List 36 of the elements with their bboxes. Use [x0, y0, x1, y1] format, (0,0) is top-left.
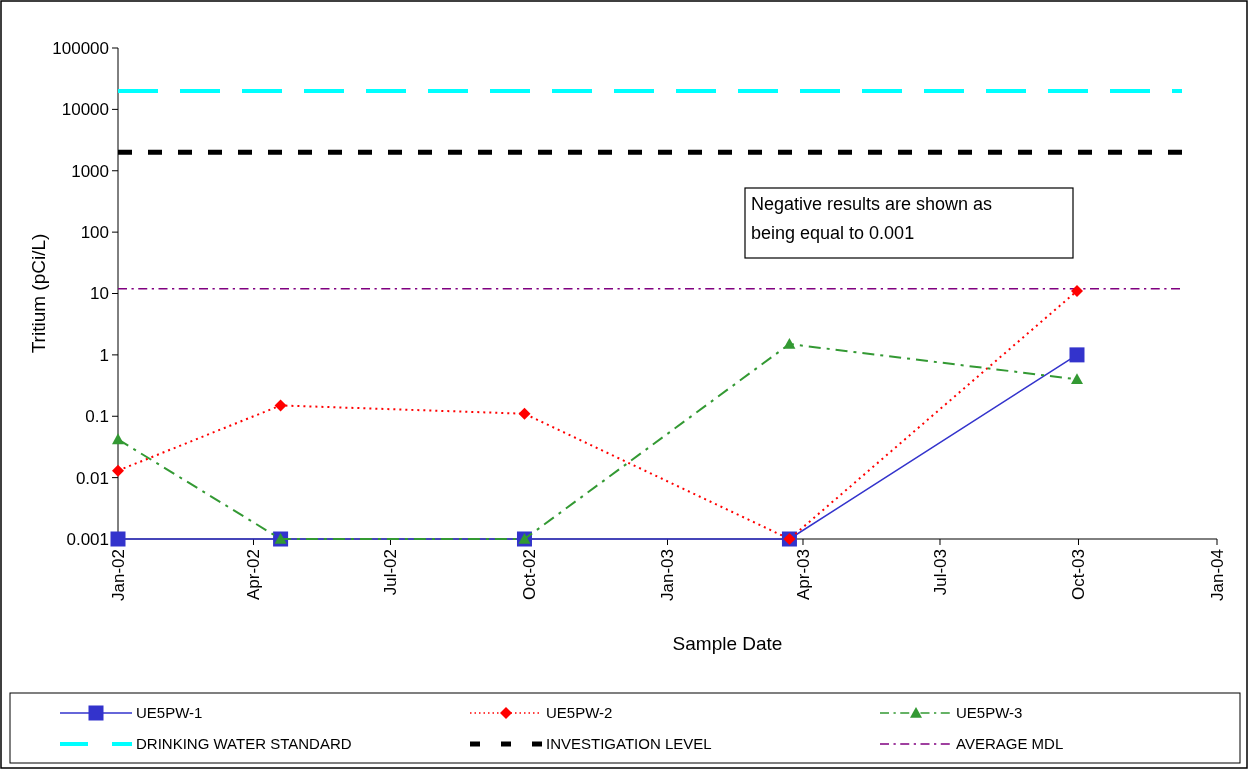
x-tick-label: Oct-03	[1069, 549, 1089, 601]
x-tick-label: Apr-02	[244, 549, 264, 601]
legend-label: UE5PW-1	[136, 704, 203, 722]
point	[1070, 284, 1083, 297]
x-tick-label: Jan-03	[658, 549, 678, 601]
point	[112, 464, 124, 477]
legend-label: DRINKING WATER STANDARD	[136, 735, 352, 753]
x-axis-title: Sample Date	[672, 633, 783, 654]
legend-label: INVESTIGATION LEVEL	[546, 735, 712, 753]
x-tick-label: Jan-02	[108, 549, 128, 601]
point	[274, 399, 287, 412]
x-tick-label: Apr-03	[793, 549, 813, 601]
y-tick-label: 10000	[61, 100, 109, 120]
point	[1070, 373, 1083, 385]
y-tick-label: 1000	[71, 161, 109, 181]
legend-label: UE5PW-2	[546, 704, 613, 722]
point	[110, 531, 126, 547]
y-axis-title: Tritium (pCi/L)	[27, 233, 49, 354]
annotation: Negative results are shown as being equal to 0.001	[751, 194, 993, 243]
x-tick-label: Oct-02	[519, 549, 539, 601]
y-tick-label: 0.001	[66, 529, 109, 549]
y-tick-label: 1	[99, 345, 109, 365]
legend-label: UE5PW-3	[956, 704, 1023, 722]
y-tick-label: 100000	[52, 38, 109, 58]
point	[783, 338, 796, 349]
y-tick-label: 0.1	[85, 407, 109, 427]
y-tick-label: 0.01	[75, 468, 109, 488]
x-tick-label: Jan-04	[1207, 549, 1227, 601]
x-tick-label: Jul-03	[930, 549, 950, 596]
y-tick-label: 10	[90, 284, 109, 304]
x-tick-label: Jul-02	[381, 549, 401, 596]
point	[1069, 347, 1085, 363]
y-tick-label: 100	[80, 223, 109, 243]
point	[518, 407, 531, 420]
legend-label: AVERAGE MDL	[956, 735, 1064, 753]
point	[112, 433, 124, 445]
